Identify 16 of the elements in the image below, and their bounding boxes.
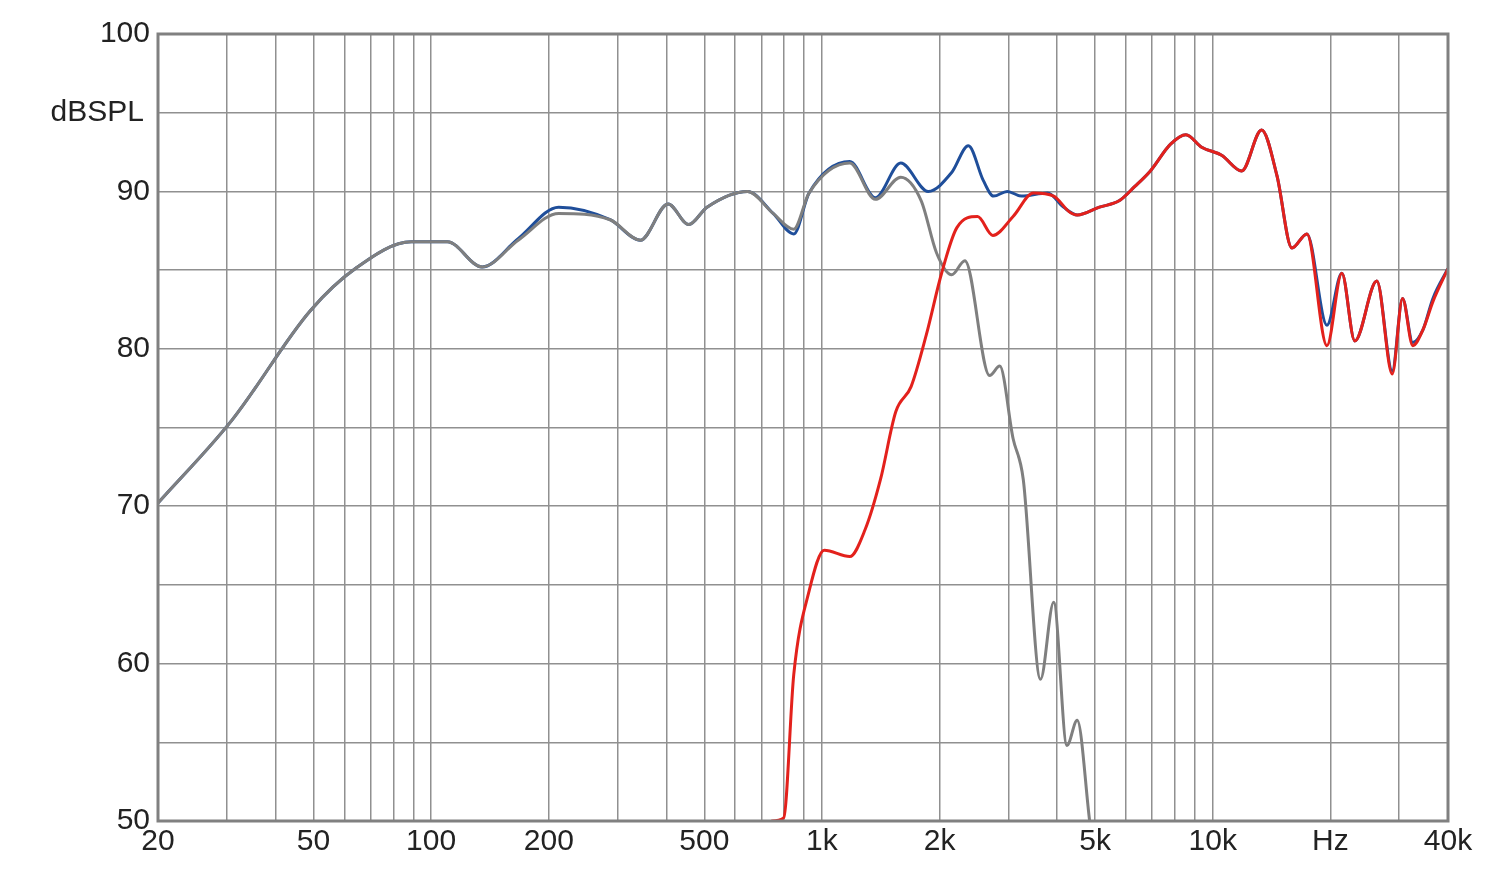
x-tick-label: 100: [406, 823, 457, 857]
y-tick-label: 90: [116, 172, 150, 206]
x-tick-label: 10k: [1188, 823, 1238, 857]
x-tick-label: 200: [523, 823, 574, 857]
x-tick-label: 500: [679, 823, 730, 857]
y-tick-label: 70: [116, 487, 150, 521]
y-tick-label: 60: [116, 644, 150, 678]
x-tick-label: 2k: [923, 823, 957, 857]
y-tick-label: 80: [116, 330, 150, 364]
x-tick-label: 1k: [806, 823, 839, 857]
x-tick-label: 5k: [1079, 823, 1112, 857]
x-tick-label: 40k: [1423, 823, 1474, 857]
y-tick-label: 100: [99, 15, 150, 49]
x-tick-label: Hz: [1312, 823, 1349, 857]
x-tick-label: 50: [296, 823, 331, 857]
y-axis-title: dBSPL: [50, 93, 144, 127]
